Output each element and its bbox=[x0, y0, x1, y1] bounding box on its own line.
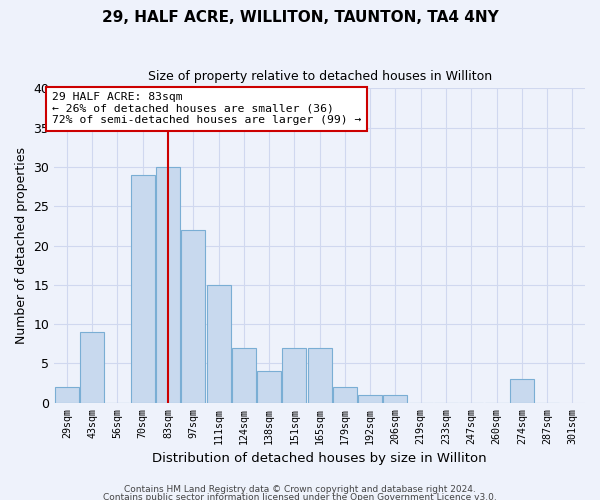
Text: Contains public sector information licensed under the Open Government Licence v3: Contains public sector information licen… bbox=[103, 492, 497, 500]
Bar bbox=[131, 175, 155, 403]
Bar bbox=[232, 348, 256, 403]
Bar bbox=[283, 348, 307, 403]
Bar bbox=[308, 348, 332, 403]
Title: Size of property relative to detached houses in Williton: Size of property relative to detached ho… bbox=[148, 70, 492, 83]
Bar bbox=[358, 395, 382, 403]
Bar bbox=[55, 387, 79, 403]
Bar bbox=[156, 167, 180, 403]
Text: 29 HALF ACRE: 83sqm
← 26% of detached houses are smaller (36)
72% of semi-detach: 29 HALF ACRE: 83sqm ← 26% of detached ho… bbox=[52, 92, 361, 126]
X-axis label: Distribution of detached houses by size in Williton: Distribution of detached houses by size … bbox=[152, 452, 487, 465]
Bar bbox=[181, 230, 205, 403]
Bar bbox=[510, 379, 534, 403]
Bar bbox=[333, 387, 357, 403]
Text: 29, HALF ACRE, WILLITON, TAUNTON, TA4 4NY: 29, HALF ACRE, WILLITON, TAUNTON, TA4 4N… bbox=[101, 10, 499, 25]
Bar bbox=[80, 332, 104, 403]
Y-axis label: Number of detached properties: Number of detached properties bbox=[15, 147, 28, 344]
Bar bbox=[257, 372, 281, 403]
Text: Contains HM Land Registry data © Crown copyright and database right 2024.: Contains HM Land Registry data © Crown c… bbox=[124, 484, 476, 494]
Bar bbox=[383, 395, 407, 403]
Bar bbox=[206, 285, 230, 403]
